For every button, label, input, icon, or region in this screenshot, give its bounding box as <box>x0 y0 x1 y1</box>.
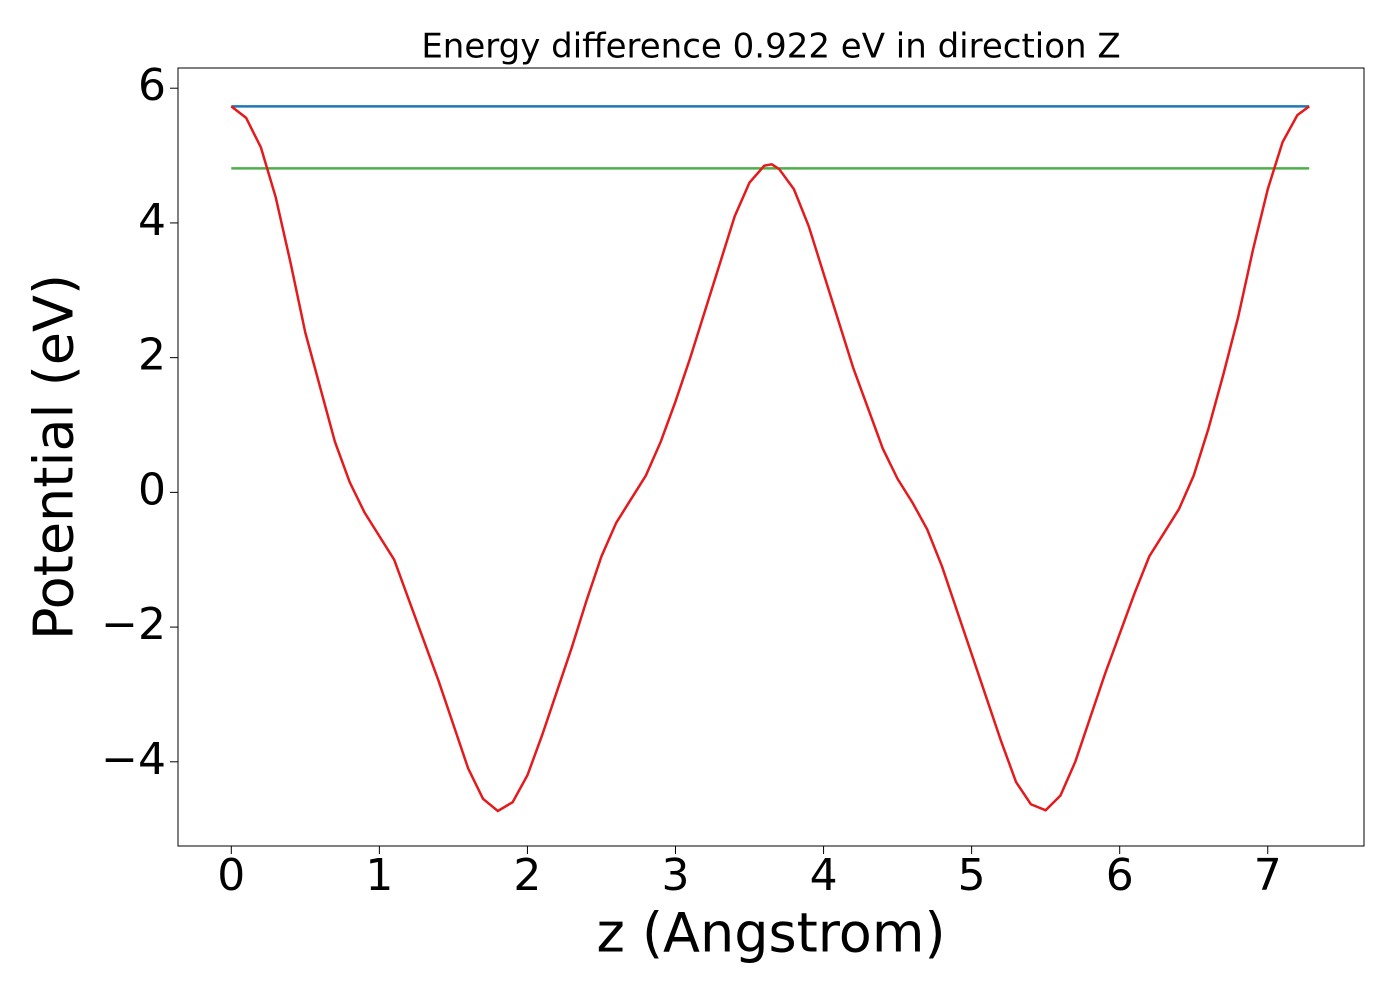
y-tick-label: 4 <box>138 195 166 246</box>
x-tick-label: 4 <box>810 850 838 901</box>
x-tick-label: 2 <box>513 850 541 901</box>
y-tick-label: 2 <box>138 330 166 381</box>
plot-frame <box>177 67 1365 847</box>
x-tick-label: 3 <box>661 850 689 901</box>
chart-title: Energy difference 0.922 eV in direction … <box>421 27 1120 67</box>
x-tick-label: 5 <box>958 850 986 901</box>
x-axis-label: z (Angstrom) <box>596 902 945 965</box>
x-tick-label: 6 <box>1106 850 1134 901</box>
x-tick-label: 1 <box>365 850 393 901</box>
y-tick-label: 6 <box>138 60 166 111</box>
y-tick-label: −4 <box>101 734 166 785</box>
x-tick-label: 7 <box>1254 850 1282 901</box>
y-tick-label: −2 <box>101 599 166 650</box>
y-axis-label: Potential (eV) <box>23 274 86 640</box>
y-tick-label: 0 <box>138 464 166 515</box>
x-tick-label: 0 <box>217 850 245 901</box>
line-series <box>230 105 1310 813</box>
